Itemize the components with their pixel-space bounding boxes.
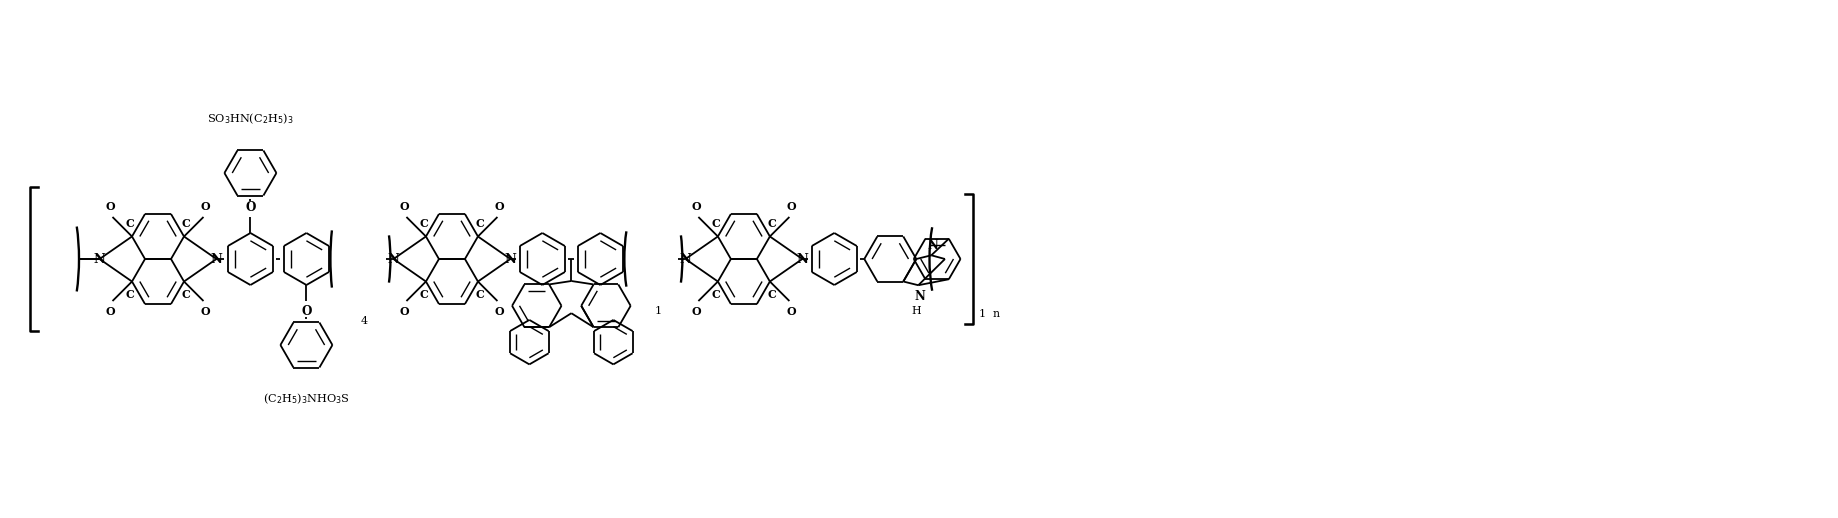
Text: (C$_2$H$_5$)$_3$NHO$_3$S: (C$_2$H$_5$)$_3$NHO$_3$S [263,392,349,406]
Text: O: O [787,306,796,316]
Text: O: O [200,202,210,212]
Text: N: N [796,252,809,266]
Text: C: C [182,218,191,229]
Text: C: C [711,218,720,229]
Text: C: C [711,289,720,300]
Text: O: O [787,202,796,212]
Text: O: O [107,306,116,316]
Text: C: C [125,289,134,300]
Text: O: O [494,306,504,316]
Text: O: O [399,202,410,212]
Text: N: N [928,239,939,252]
Text: H: H [912,306,921,316]
Text: C: C [768,218,776,229]
Text: SO$_3$HN(C$_2$H$_5$)$_3$: SO$_3$HN(C$_2$H$_5$)$_3$ [208,112,294,126]
Text: n: n [993,309,1000,319]
Text: 1: 1 [980,309,985,319]
Text: O: O [244,200,255,213]
Text: C: C [125,218,134,229]
Text: N: N [680,252,691,266]
Text: C: C [419,218,428,229]
Text: O: O [691,202,700,212]
Text: N: N [915,290,926,303]
Text: O: O [494,202,504,212]
Text: N: N [211,252,222,266]
Text: N: N [504,252,516,266]
Text: N: N [388,252,399,266]
Text: 4: 4 [360,316,368,326]
Text: O: O [200,306,210,316]
Text: C: C [768,289,776,300]
Text: O: O [399,306,410,316]
Text: 1: 1 [654,306,662,316]
Text: C: C [419,289,428,300]
Text: O: O [301,305,312,318]
Text: C: C [476,218,485,229]
Text: O: O [691,306,700,316]
Text: C: C [182,289,191,300]
Text: O: O [107,202,116,212]
Text: N: N [94,252,105,266]
Text: C: C [476,289,485,300]
